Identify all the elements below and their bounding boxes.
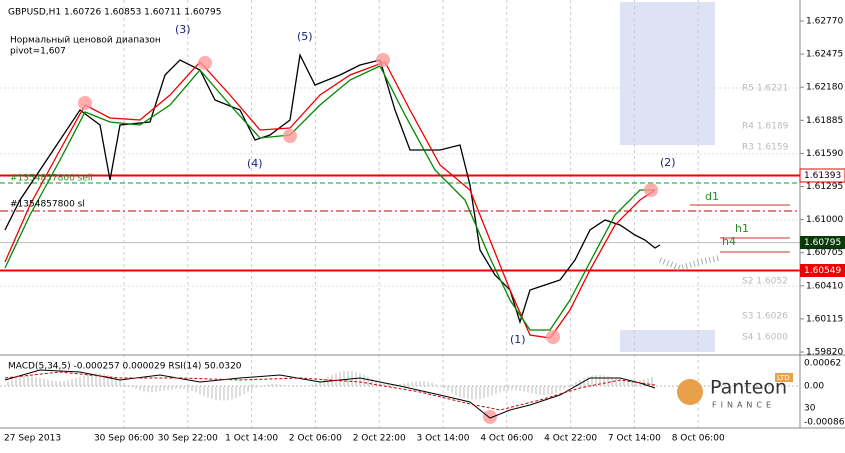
pivot-zone-lower bbox=[620, 330, 715, 352]
pivot-level: R5 1.6221 bbox=[742, 84, 788, 94]
pivot-level: R3 1.6159 bbox=[742, 143, 789, 153]
macd-axis: -0.000865 bbox=[804, 418, 845, 428]
price-label: 1.62770 bbox=[806, 17, 843, 27]
wave: (1) bbox=[510, 333, 526, 346]
order-label: #1354857800 sell bbox=[10, 174, 93, 184]
rsi-line bbox=[4, 369, 656, 419]
tf-label: h4 bbox=[722, 235, 736, 248]
logo-badge: LTD bbox=[777, 374, 790, 382]
price-label: 1.61885 bbox=[806, 116, 843, 126]
time-label: 8 Oct 06:00 bbox=[672, 434, 725, 444]
time-label: 1 Oct 14:00 bbox=[225, 434, 278, 444]
macd-signal bbox=[4, 371, 656, 411]
pivot-zone-upper bbox=[620, 2, 715, 145]
pivot-label: pivot=1,607 bbox=[10, 47, 66, 57]
resistance-marker-bg bbox=[799, 168, 845, 183]
symbol-info: GBPUSD,H1 1.60726 1.60853 1.60711 1.6079… bbox=[8, 8, 221, 18]
ma-green bbox=[4, 65, 655, 331]
price-label: 1.61000 bbox=[806, 215, 843, 225]
price-label: 1.60115 bbox=[806, 314, 843, 324]
pivot-level-labels: R5 1.6221 R4 1.6189 R3 1.6159 S2 1.6052 … bbox=[742, 84, 789, 343]
macd-label: MACD(5,34,5) -0.000257 0.000029 RSI(14) … bbox=[8, 362, 242, 372]
wave: (4) bbox=[247, 157, 263, 170]
logo-icon bbox=[677, 379, 703, 405]
wave: (2) bbox=[660, 156, 676, 169]
price-label: 1.59820 bbox=[806, 348, 843, 358]
logo-badge-bg bbox=[775, 373, 793, 382]
time-label: 27 Sep 2013 bbox=[4, 434, 61, 444]
price bbox=[4, 52, 661, 325]
time-label: 2 Oct 22:00 bbox=[353, 434, 406, 444]
logo-sub: FINANCE bbox=[712, 401, 775, 410]
support-marker: 1.60549 bbox=[804, 266, 841, 276]
indicator-name: Нормальный ценовой диапазон bbox=[10, 36, 161, 46]
pivot-markers bbox=[78, 53, 658, 424]
ma-red bbox=[4, 61, 656, 339]
macd-axis: 0.00062 bbox=[804, 359, 841, 369]
support-marker-bg bbox=[800, 264, 845, 277]
time-label: 7 Oct 14:00 bbox=[608, 434, 661, 444]
time-label: 2 Oct 06:00 bbox=[289, 434, 342, 444]
wave: (3) bbox=[175, 23, 191, 36]
current-marker: 1.60795 bbox=[804, 238, 841, 248]
time-label: 30 Sep 06:00 bbox=[94, 434, 154, 444]
current-marker-bg bbox=[800, 236, 845, 249]
price-label: 1.61590 bbox=[806, 149, 843, 159]
wave-labels: (3) (5) (4) (1) (2) bbox=[175, 23, 676, 346]
tf-label: h1 bbox=[735, 222, 749, 235]
price-label: 1.60705 bbox=[806, 248, 843, 258]
price-label: 1.62180 bbox=[806, 83, 843, 93]
forecast bbox=[658, 255, 721, 272]
pivot-level: S4 1.6000 bbox=[742, 333, 788, 343]
pivot-level: S3 1.6026 bbox=[742, 312, 788, 322]
order-label: #1354857800 sl bbox=[10, 200, 85, 210]
resistance-marker: 1.61393 bbox=[804, 171, 841, 181]
logo-name: Panteon bbox=[710, 377, 787, 399]
vertical-grid bbox=[123, 0, 699, 428]
time-label: 30 Sep 22:00 bbox=[158, 434, 218, 444]
tf-label: d1 bbox=[705, 190, 719, 203]
macd-axis: 30 bbox=[804, 404, 816, 414]
price-label: 1.62475 bbox=[806, 50, 843, 60]
price-label: 1.61295 bbox=[806, 182, 843, 192]
macd-axis: 0.00 bbox=[804, 382, 824, 392]
pivot-level: R4 1.6189 bbox=[742, 122, 789, 132]
time-label: 3 Oct 14:00 bbox=[417, 434, 470, 444]
grid bbox=[0, 87, 800, 287]
time-label: 4 Oct 06:00 bbox=[480, 434, 533, 444]
time-label: 4 Oct 22:00 bbox=[544, 434, 597, 444]
pivot-level: S2 1.6052 bbox=[742, 277, 788, 287]
wave: (5) bbox=[297, 30, 313, 43]
price-label: 1.60410 bbox=[806, 281, 843, 291]
